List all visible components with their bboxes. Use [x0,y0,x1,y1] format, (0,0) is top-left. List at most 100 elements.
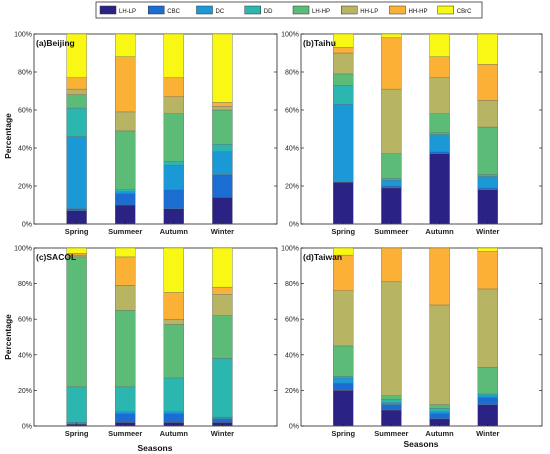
bar-segment-cbrc [333,33,354,48]
x-tick-label: Spring [331,227,355,236]
legend-swatch-cbrc [437,5,454,15]
y-tick-label: 0% [22,424,32,431]
bar-segment-hh-lp [114,285,136,311]
bar-segment-lh-hp [212,315,233,359]
bar-segment-dd [477,174,498,177]
y-tick-label: 40% [285,146,299,153]
bar-segment-lh-lp [212,197,233,225]
bar-segment-lh-hp [333,73,354,86]
y-tick-label: 60% [18,317,32,324]
bar-segment-cbc [212,174,233,198]
bar-segment-hh-lp [163,96,185,114]
bar-segment-dc [381,180,402,187]
bar-segment-hh-lp [212,105,233,111]
bar-segment-cbrc [163,33,185,78]
x-tick-label: Summeer [108,429,142,438]
bar-segment-lh-hp [114,310,136,388]
panel-3: 0% 20% 40% 60% 80% 100% Spring Summeer Autumn Win… [14,246,278,438]
bar-segment-cbc [381,404,402,411]
x-axis-label-left: Seasons [138,443,173,453]
bar-segment-dc [114,411,136,414]
y-tick-label: 80% [18,281,32,288]
y-tick-label: 0% [22,222,32,229]
bar-segment-dc [163,411,185,414]
y-tick-label: 80% [285,281,299,288]
legend-box [95,1,483,19]
bar-segment-cbrc [66,33,87,78]
y-tick-label: 20% [18,184,32,191]
x-tick-label: Autumn [160,429,189,438]
panel-title: (d)Taiwan [303,252,342,262]
bar-segment-dc [333,104,354,183]
bar-segment-hh-hp [429,56,450,78]
y-axis-label-top: Percentage [3,113,13,159]
panel-4: 0% 20% 40% 60% 80% 100% Spring Summeer Autumn Win… [281,246,543,438]
panels: 0% 20% 40% 60% 80% 100% Spring Summeer Autumn Win… [14,32,543,438]
bar-segment-hh-lp [66,88,87,95]
y-tick-label: 0% [289,222,299,229]
bar-segment-cbrc [114,33,136,57]
bar-segment-hh-hp [429,247,450,306]
bar-segment-cbrc [163,247,185,293]
legend-swatch-dc [196,5,213,15]
bar-segment-dc [429,134,450,152]
bar-segment-hh-lp [381,88,402,154]
x-tick-label: Autumn [425,227,454,236]
bar-segment-dd [429,408,450,412]
x-tick-label: Autumn [425,429,454,438]
bar-segment-cbrc [114,247,136,258]
bar-segment-dd [66,386,87,423]
y-tick-label: 60% [285,108,299,115]
bar-segment-hh-hp [477,64,498,101]
y-tick-label: 60% [18,108,32,115]
bar-segment-dc [477,395,498,398]
bar-segment-dd [381,178,402,181]
bar-segment-lh-hp [429,404,450,409]
bar-segment-dc [212,151,233,175]
legend-label-lh-lp: LH-LP [119,9,136,15]
x-axis-label-right: Seasons [404,439,439,449]
bar-segment-cbc [429,413,450,420]
bar-segment-dd [114,189,136,192]
x-tick-label: Winter [211,429,234,438]
bar-segment-hh-lp [381,281,402,396]
x-tick-label: Summeer [374,429,408,438]
legend-swatch-dd [244,5,261,15]
bar-segment-dd [66,107,87,137]
x-tick-label: Winter [211,227,234,236]
panel-title: (a)Beijing [36,38,75,48]
bar-segment-lh-hp [381,153,402,179]
bar-segment-dd [212,358,233,418]
bar-segment-cbc [163,189,185,210]
panel-title: (b)Taihu [303,38,336,48]
legend-label-hh-lp: HH-LP [360,9,378,15]
bar-segment-lh-hp [163,113,185,162]
y-tick-label: 40% [18,352,32,359]
bar-segment-lh-hp [66,94,87,109]
bar-segment-lh-hp [477,367,498,395]
bar-segment-hh-lp [114,111,136,132]
y-tick-label: 0% [289,424,299,431]
bar-segment-cbc [381,185,402,189]
bar-segment-lh-lp [381,187,402,225]
bar-segment-hh-hp [212,286,233,295]
y-axis-label-bottom: Percentage [3,314,13,360]
bar-segment-cbrc [381,33,402,38]
bar-segment-hh-hp [333,47,354,54]
bar-segment-lh-hp [212,109,233,145]
y-tick-label: 20% [18,388,32,395]
y-tick-label: 100% [14,32,32,39]
panel-title: (c)SACOL [36,252,76,262]
bar-segment-cbc [66,208,87,211]
bar-segment-hh-hp [163,77,185,97]
bar-segment-lh-hp [163,324,185,379]
bar-segment-hh-hp [477,251,498,290]
y-tick-label: 20% [285,388,299,395]
bar-segment-dd [477,393,498,396]
bar-segment-dd [163,161,185,166]
bar-segment-cbc [114,413,136,423]
y-tick-label: 80% [285,70,299,77]
y-tick-label: 40% [18,146,32,153]
bar-segment-cbrc [212,247,233,288]
